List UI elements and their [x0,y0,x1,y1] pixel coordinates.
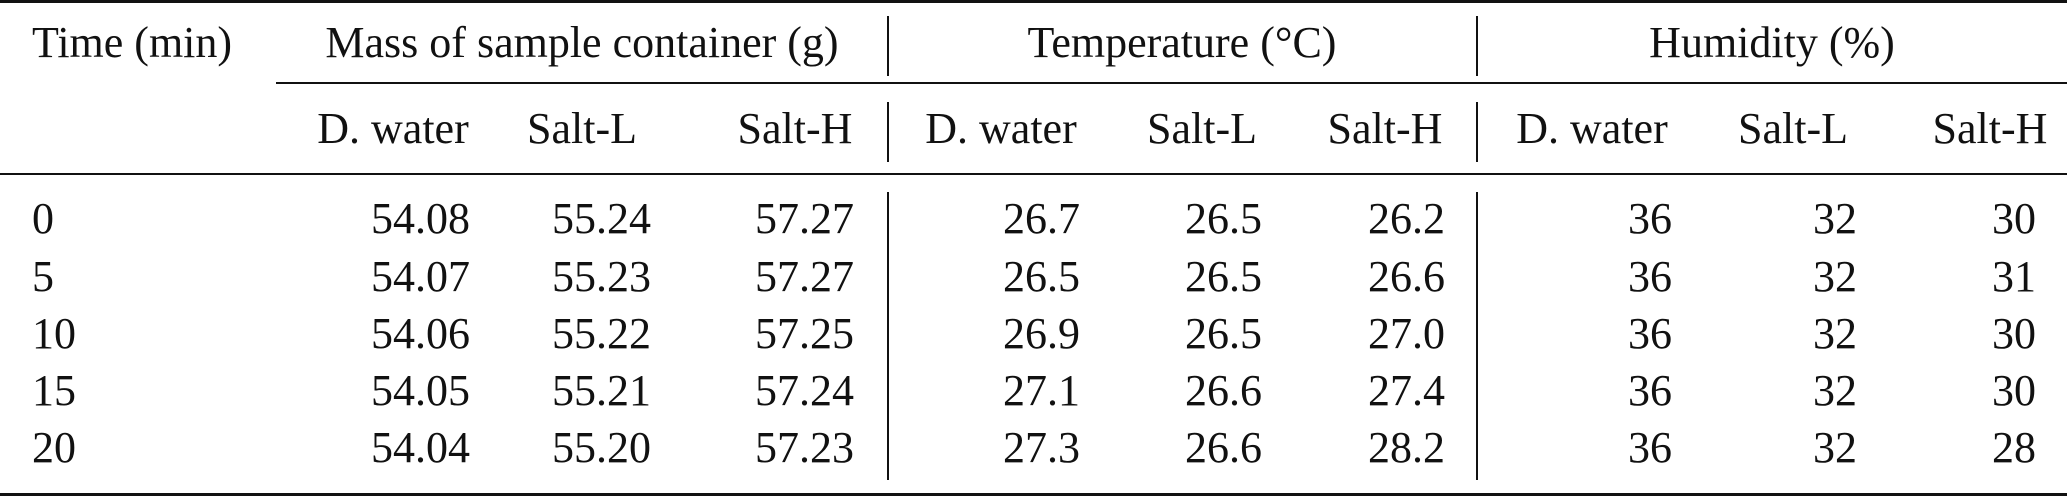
value-cell: 54.04 [371,423,470,472]
value-cell: 26.5 [1003,252,1080,301]
group-header-humidity: Humidity (%) [1649,18,1895,67]
value-cell: 57.25 [755,309,854,358]
value-cell: 54.05 [371,366,470,415]
value-cell: 36 [1628,194,1672,243]
value-cell: 36 [1628,366,1672,415]
sub-header: Salt-L [527,104,637,153]
time-cell: 5 [32,252,54,301]
value-cell: 26.6 [1185,423,1262,472]
value-cell: 27.3 [1003,423,1080,472]
sub-header: Salt-H [1932,104,2048,153]
value-cell: 55.24 [552,194,651,243]
value-cell: 32 [1813,423,1857,472]
group-header-mass: Mass of sample container (g) [325,18,839,67]
time-cell: 15 [32,366,76,415]
group-separator [1476,16,1478,76]
top-rule [0,0,2067,3]
value-cell: 36 [1628,309,1672,358]
value-cell: 57.24 [755,366,854,415]
value-cell: 32 [1813,252,1857,301]
value-cell: 27.4 [1368,366,1445,415]
sub-header: Salt-H [737,104,853,153]
value-cell: 31 [1992,252,2036,301]
group-underline [276,82,2067,84]
value-cell: 55.22 [552,309,651,358]
value-cell: 30 [1992,194,2036,243]
value-cell: 55.23 [552,252,651,301]
value-cell: 30 [1992,366,2036,415]
sub-header: D. water [1516,104,1668,153]
value-cell: 54.08 [371,194,470,243]
value-cell: 55.20 [552,423,651,472]
bottom-rule [0,493,2067,496]
sub-header: Salt-L [1738,104,1848,153]
group-header-temperature: Temperature (°C) [1027,18,1337,67]
value-cell: 57.27 [755,194,854,243]
value-cell: 36 [1628,252,1672,301]
value-cell: 27.0 [1368,309,1445,358]
value-cell: 26.7 [1003,194,1080,243]
value-cell: 32 [1813,194,1857,243]
group-separator [887,192,889,480]
header-bottom-rule [0,173,2067,175]
value-cell: 28.2 [1368,423,1445,472]
value-cell: 32 [1813,309,1857,358]
sub-header: Salt-H [1327,104,1443,153]
value-cell: 26.6 [1368,252,1445,301]
value-cell: 36 [1628,423,1672,472]
group-separator [887,16,889,76]
value-cell: 26.6 [1185,366,1262,415]
group-separator [1476,102,1478,162]
value-cell: 57.27 [755,252,854,301]
value-cell: 26.5 [1185,194,1262,243]
value-cell: 32 [1813,366,1857,415]
group-separator [887,102,889,162]
time-cell: 20 [32,423,76,472]
time-cell: 0 [32,194,54,243]
value-cell: 57.23 [755,423,854,472]
value-cell: 54.06 [371,309,470,358]
sub-header: D. water [925,104,1077,153]
value-cell: 55.21 [552,366,651,415]
group-separator [1476,192,1478,480]
time-column-header: Time (min) [32,18,233,67]
value-cell: 26.2 [1368,194,1445,243]
value-cell: 54.07 [371,252,470,301]
time-cell: 10 [32,309,76,358]
value-cell: 28 [1992,423,2036,472]
sub-header: Salt-L [1147,104,1257,153]
value-cell: 30 [1992,309,2036,358]
sub-header: D. water [317,104,469,153]
value-cell: 27.1 [1003,366,1080,415]
value-cell: 26.5 [1185,252,1262,301]
value-cell: 26.5 [1185,309,1262,358]
value-cell: 26.9 [1003,309,1080,358]
